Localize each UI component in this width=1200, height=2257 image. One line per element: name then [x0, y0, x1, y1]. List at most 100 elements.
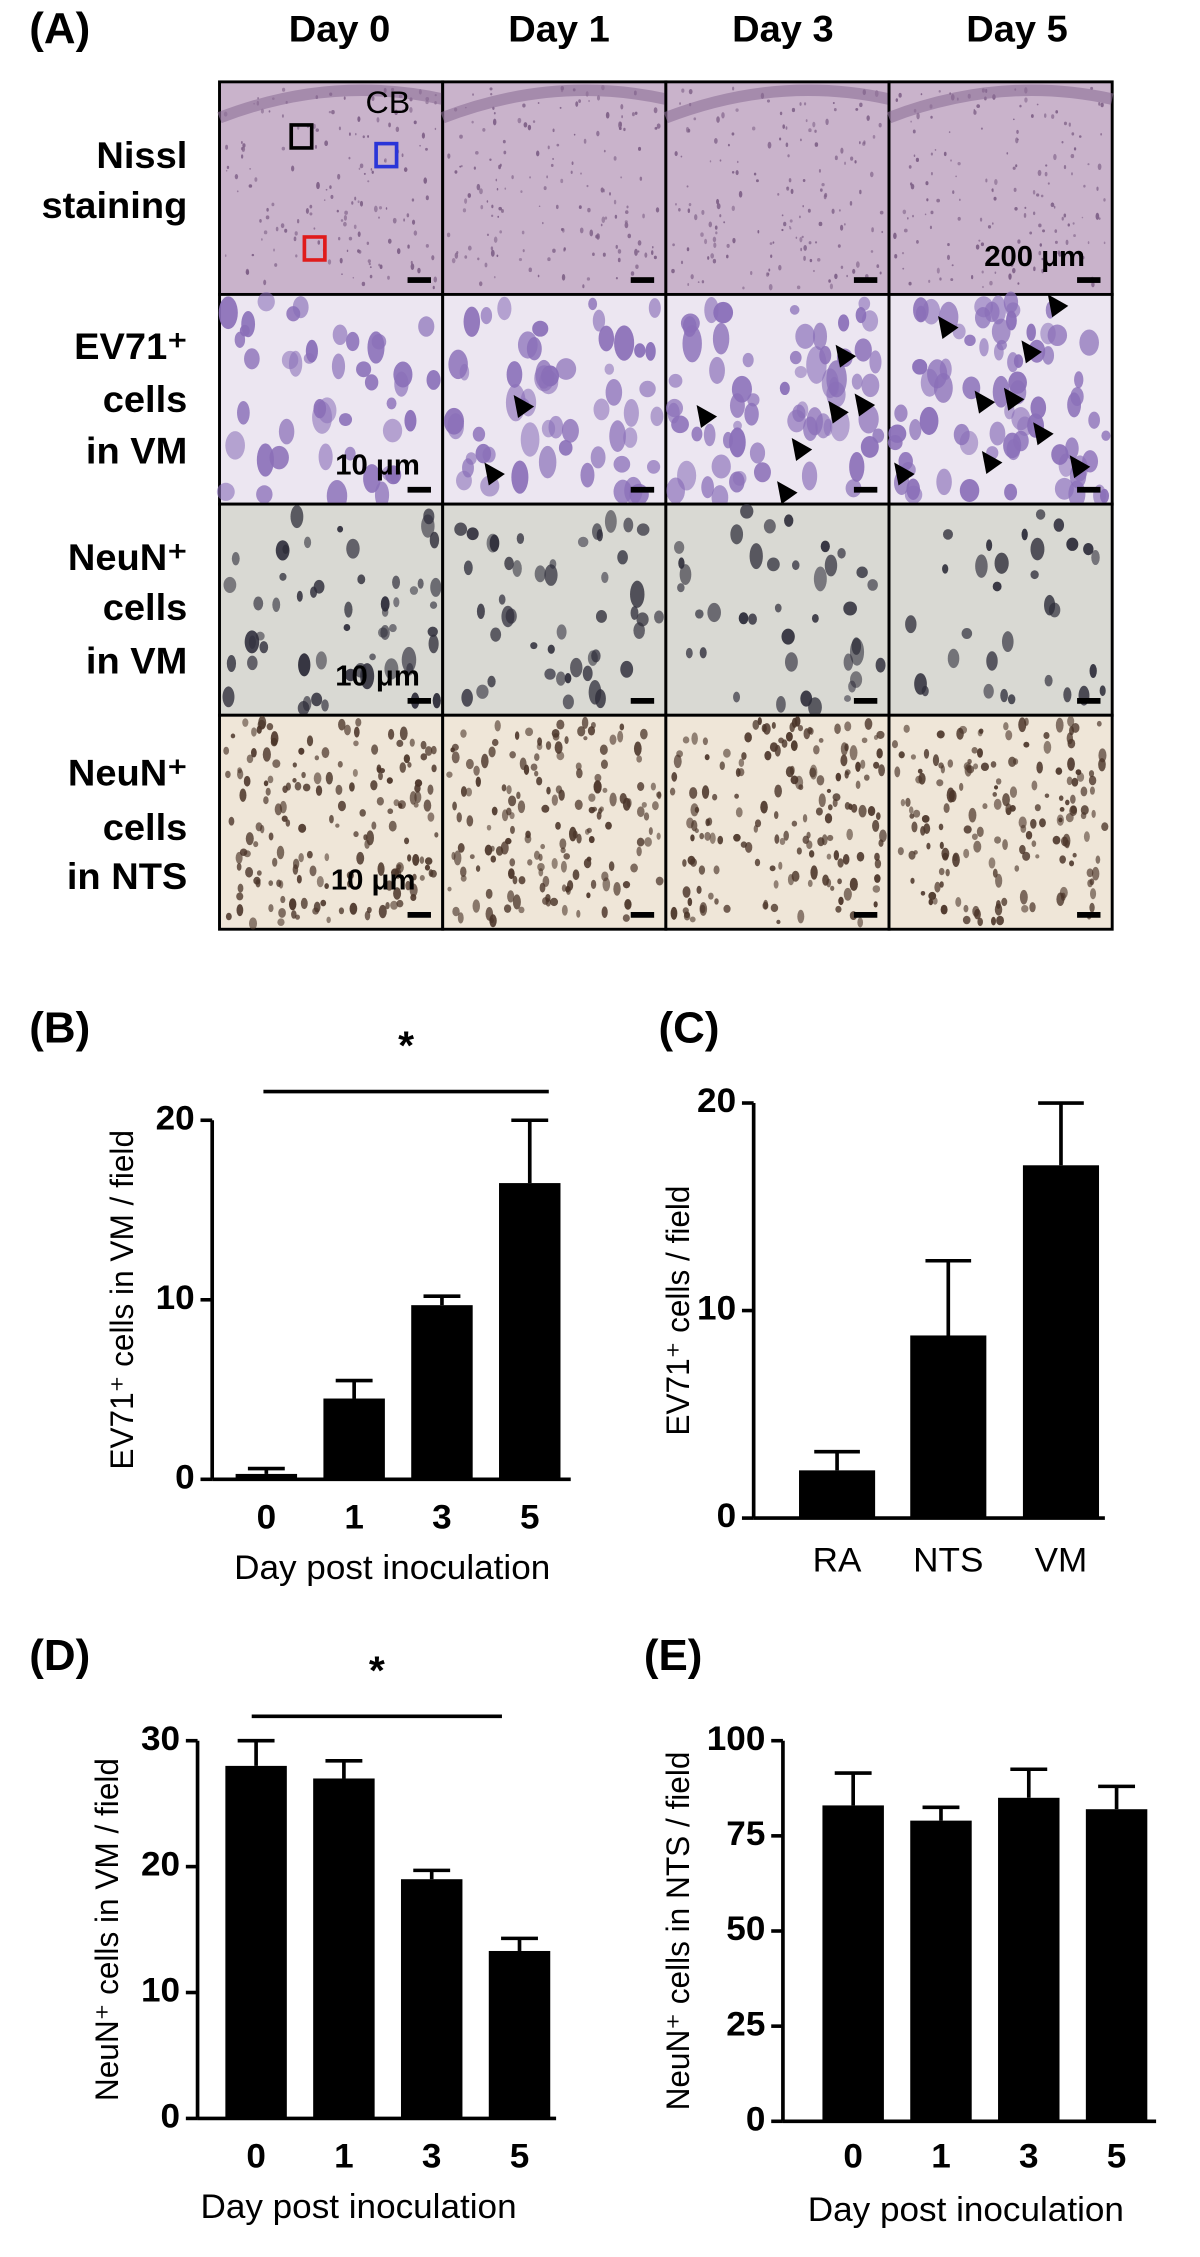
cell [392, 217, 397, 224]
cell [766, 99, 771, 103]
cell [1019, 104, 1022, 108]
cell [1044, 171, 1048, 177]
cell [1058, 817, 1063, 823]
cell [370, 780, 378, 791]
cell [752, 719, 760, 730]
cell [790, 740, 798, 752]
cell [399, 726, 408, 741]
cell [902, 267, 905, 270]
cell [237, 883, 244, 893]
row-label: cells [103, 587, 188, 629]
cell [623, 398, 639, 427]
cell [698, 865, 706, 875]
cell [315, 128, 319, 132]
cell [636, 523, 650, 536]
cell [595, 610, 607, 623]
cell [760, 800, 768, 814]
cell [561, 228, 565, 233]
cell [378, 771, 383, 781]
cell [335, 784, 343, 795]
cell [837, 548, 846, 559]
cell [781, 628, 795, 645]
cell [298, 853, 304, 863]
cell [407, 762, 412, 768]
cell [481, 753, 489, 769]
x-tick-label: VM [1035, 1542, 1088, 1580]
cell [280, 223, 285, 229]
cell [753, 462, 771, 483]
cell [855, 261, 860, 268]
cell [255, 631, 265, 641]
cell [1073, 147, 1077, 151]
y-tick-label: 0 [746, 2101, 766, 2139]
cell [912, 809, 921, 818]
cell [388, 820, 397, 832]
cell [688, 203, 692, 207]
cell [529, 176, 531, 179]
cell [769, 742, 778, 752]
cell [406, 213, 410, 218]
cell [501, 605, 515, 628]
cell [1067, 223, 1070, 227]
cell [878, 122, 882, 128]
cell [626, 205, 629, 209]
cell [269, 445, 289, 470]
cell [674, 541, 685, 554]
cell [1006, 152, 1009, 155]
x-tick-label: RA [813, 1542, 863, 1580]
cell [599, 744, 608, 755]
cell [536, 776, 543, 786]
cell [448, 349, 468, 380]
cell [1036, 193, 1040, 197]
cell [526, 337, 542, 361]
cell [735, 170, 739, 176]
cell [845, 479, 862, 498]
cell [630, 606, 639, 620]
cell [346, 538, 360, 559]
cell [812, 322, 828, 351]
cell [564, 673, 572, 684]
cell [923, 823, 931, 834]
cell [989, 421, 1006, 446]
cell [311, 692, 323, 707]
cell [613, 156, 617, 161]
cell [815, 413, 832, 439]
cell [738, 190, 743, 198]
cell [1100, 102, 1104, 108]
cell [544, 668, 556, 680]
cell [541, 419, 556, 438]
cell [838, 896, 844, 906]
cell [528, 267, 532, 273]
cell [709, 832, 716, 844]
cell [1003, 722, 1009, 731]
cell [389, 624, 397, 633]
cell [282, 544, 289, 555]
cell [495, 846, 504, 856]
cell [454, 252, 459, 259]
cell [939, 841, 944, 850]
cell [460, 875, 467, 882]
cell [915, 305, 927, 322]
cell [456, 812, 462, 823]
cell [774, 784, 782, 798]
cell [425, 746, 433, 756]
cell [452, 906, 460, 917]
cell [1059, 855, 1066, 864]
cell [767, 272, 770, 276]
cell [734, 793, 739, 799]
cell [277, 918, 285, 927]
cell [1017, 239, 1021, 244]
cell [844, 743, 849, 752]
cell [256, 443, 274, 477]
cell [358, 167, 361, 170]
cell [246, 754, 254, 764]
cell [1035, 509, 1046, 520]
cell [723, 748, 731, 758]
cell [740, 503, 754, 519]
cell [394, 109, 398, 115]
arrowhead [894, 462, 915, 486]
arrowhead [1003, 387, 1025, 411]
cell [911, 821, 918, 833]
cell [255, 822, 263, 832]
cell [627, 233, 632, 239]
